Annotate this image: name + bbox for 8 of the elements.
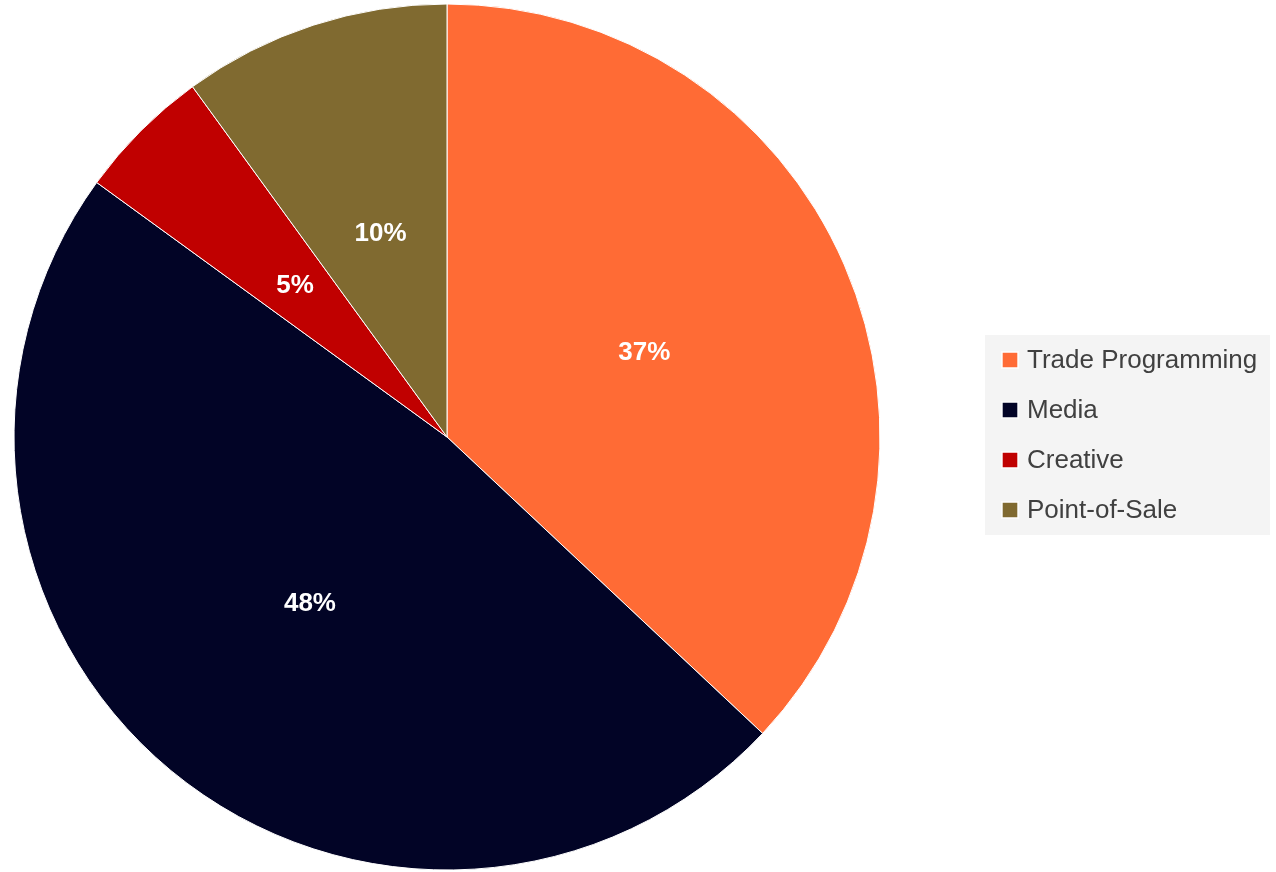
data-label: 37%	[618, 335, 671, 366]
data-label: 5%	[276, 268, 314, 299]
legend-label: Creative	[1027, 444, 1124, 474]
legend-label: Media	[1027, 394, 1099, 424]
data-label: 10%	[354, 216, 407, 247]
legend-label: Trade Programming	[1027, 344, 1258, 374]
legend-label: Point-of-Sale	[1027, 494, 1178, 524]
data-label: 48%	[283, 586, 336, 617]
